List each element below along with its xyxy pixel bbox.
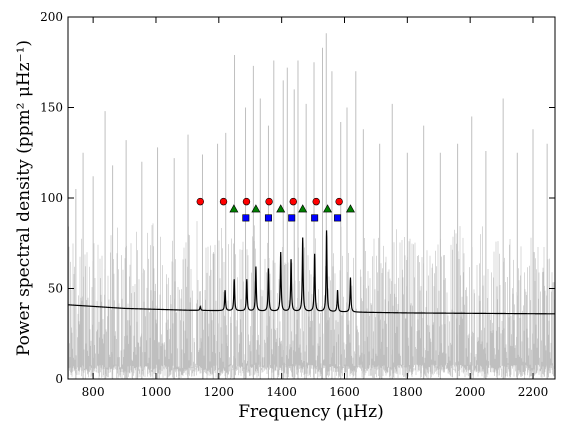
x-tick-label: 1600 <box>329 385 360 399</box>
mode-marker-circle <box>196 197 204 206</box>
axis-layer: 800 1000 1200 1400 1600 1800 2000 2200 0 50 100 150… <box>40 10 555 399</box>
y-tick-label: 100 <box>40 191 63 205</box>
mode-marker-circle <box>312 197 320 206</box>
x-tick-label: 2000 <box>455 385 486 399</box>
mode-marker-triangle <box>251 204 261 213</box>
x-tick-label: 800 <box>82 385 105 399</box>
x-axis-title: Frequency (μHz) <box>238 402 383 422</box>
spectrum-noise <box>68 221 555 379</box>
y-tick-label: 150 <box>40 101 63 115</box>
x-tick-label: 2200 <box>518 385 549 399</box>
y-tick-label: 0 <box>55 372 63 386</box>
mode-marker-square <box>264 214 272 222</box>
mode-marker-square <box>242 214 250 222</box>
mode-marker-circle <box>242 197 251 206</box>
y-tick-label: 200 <box>40 10 63 24</box>
x-tick-label: 1200 <box>204 385 235 399</box>
marker-layer <box>196 197 355 222</box>
y-axis-title: Power spectral density (ppm² μHz⁻¹) <box>14 40 34 356</box>
mode-marker-circle <box>265 197 273 206</box>
mode-marker-circle <box>219 197 228 206</box>
mode-marker-triangle <box>323 204 333 213</box>
mode-marker-triangle <box>298 204 308 213</box>
mode-marker-circle <box>289 197 297 206</box>
plot-layer <box>68 33 555 379</box>
x-tick-label: 1400 <box>266 385 297 399</box>
mode-marker-square <box>334 214 342 222</box>
mode-marker-triangle <box>276 204 286 213</box>
y-tick-label: 50 <box>48 282 63 296</box>
mode-marker-square <box>288 214 296 222</box>
mode-marker-triangle <box>229 204 239 213</box>
x-tick-label: 1800 <box>392 385 423 399</box>
model-fit-line <box>68 230 555 315</box>
mode-marker-square <box>311 214 319 222</box>
mode-marker-triangle <box>345 204 355 213</box>
mode-marker-circle <box>335 197 343 206</box>
x-tick-label: 1000 <box>141 385 172 399</box>
